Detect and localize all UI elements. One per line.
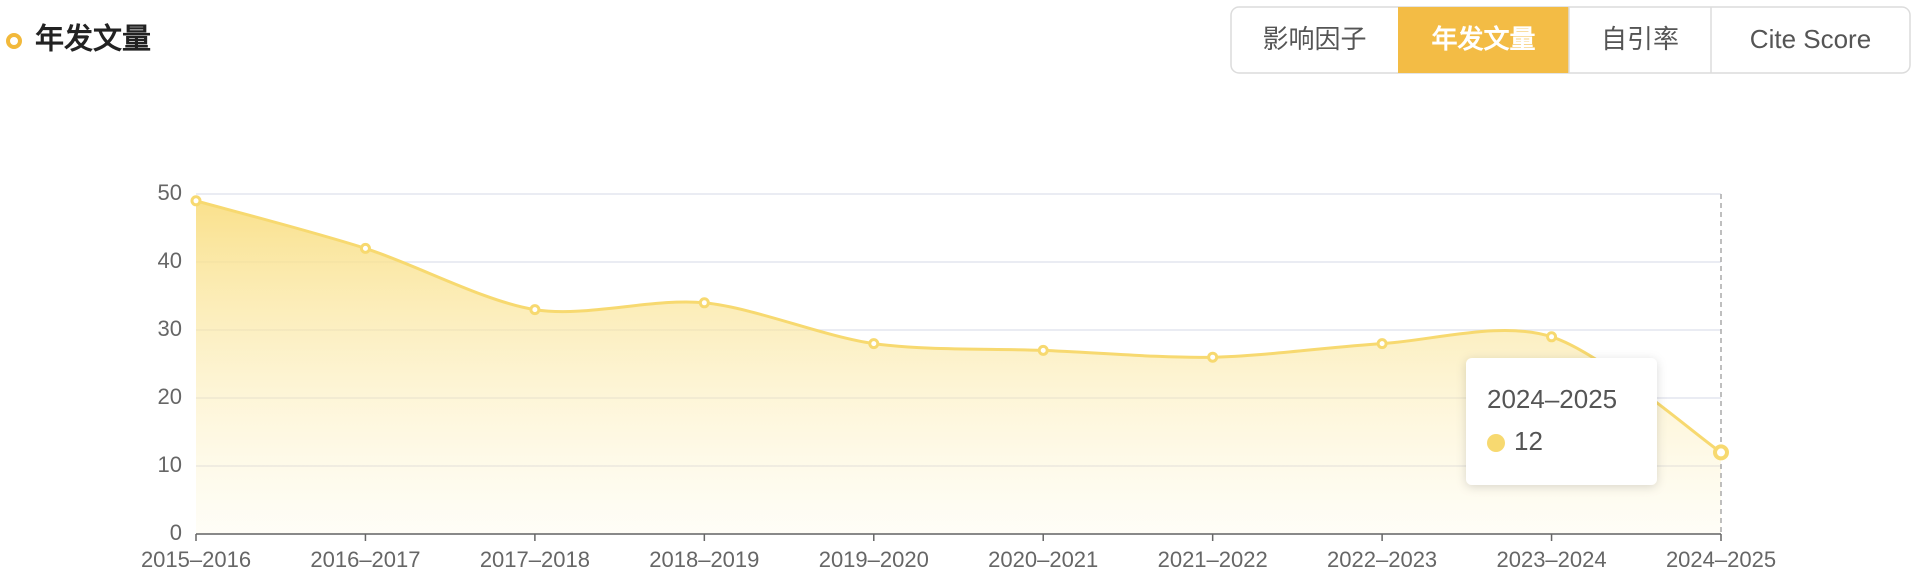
tooltip-dot (1487, 434, 1505, 452)
tab[interactable]: 年发文量 (1431, 24, 1535, 54)
point (529, 304, 541, 316)
x-tick-label: 2017–2018 (480, 547, 590, 572)
x-tick-label: 2024–2025 (1666, 547, 1776, 572)
y-tick-label: 20 (158, 384, 182, 409)
y-tick-label: 40 (158, 248, 182, 273)
x-tick-label: 2018–2019 (649, 547, 759, 572)
point (698, 297, 710, 309)
tab[interactable]: Cite Score (1750, 24, 1871, 54)
title-dot (6, 33, 22, 49)
x-tick-label: 2020–2021 (988, 547, 1098, 572)
x-tick-label: 2015–2016 (141, 547, 251, 572)
point (1037, 344, 1049, 356)
x-tick-label: 2016–2017 (310, 547, 420, 572)
tooltip-value: 12 (1514, 426, 1543, 456)
tooltip-box (1466, 358, 1657, 485)
tab[interactable]: 影响因子 (1262, 24, 1366, 54)
area (196, 200, 1721, 535)
tab-active-bg (1398, 7, 1569, 73)
x-tick-label: 2021–2022 (1158, 547, 1268, 572)
point (359, 242, 371, 254)
point (1207, 351, 1219, 363)
point (868, 338, 880, 350)
point (1713, 444, 1729, 461)
y-tick-label: 10 (158, 452, 182, 477)
x-tick-label: 2019–2020 (819, 547, 929, 572)
tooltip-title: 2024–2025 (1487, 384, 1617, 414)
point (190, 195, 202, 207)
y-tick-label: 50 (158, 180, 182, 205)
y-tick-label: 30 (158, 316, 182, 341)
y-tick-label: 0 (170, 520, 182, 545)
point (1546, 331, 1558, 343)
tooltip: 2024–2025 12 (1466, 358, 1657, 485)
x-tick-label: 2023–2024 (1496, 547, 1606, 572)
x-tick-label: 2022–2023 (1327, 547, 1437, 572)
section-title: 年发文量 (35, 22, 151, 56)
tab[interactable]: 自引率 (1601, 24, 1679, 54)
line (195, 199, 1722, 454)
point (1376, 338, 1388, 350)
